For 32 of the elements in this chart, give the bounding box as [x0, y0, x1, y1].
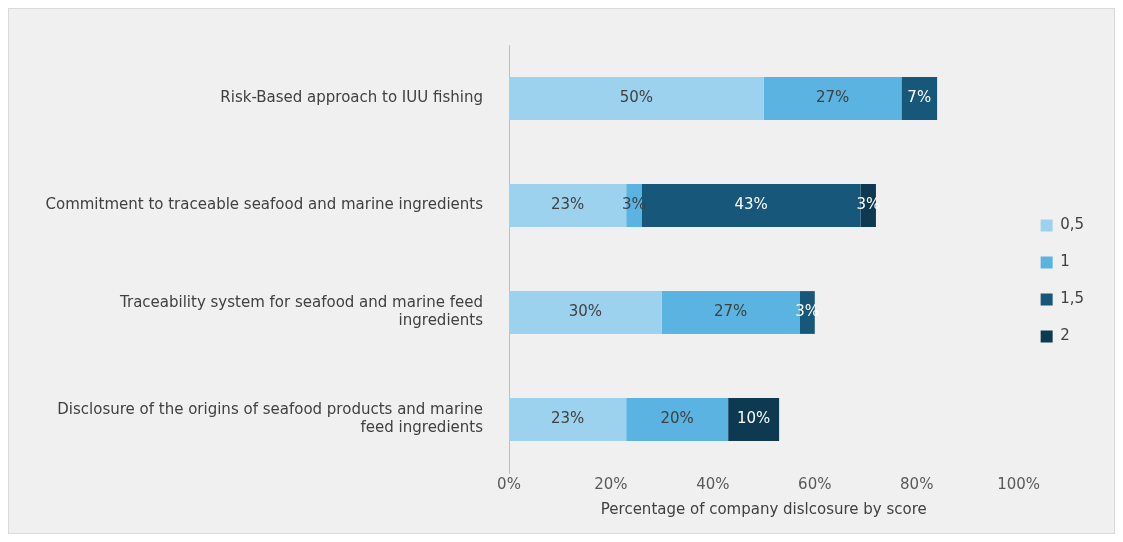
bar: [763, 77, 902, 120]
bar: [509, 291, 662, 334]
data-label: 20%: [660, 409, 694, 428]
bar: [509, 398, 627, 441]
data-label: 50%: [619, 88, 654, 107]
y-tick-label: Disclosure of the origins of seafood products and marine feed ingredients: [57, 400, 484, 437]
x-tick-label: 100%: [997, 474, 1041, 493]
y-tick-label: Risk-Based approach to IUU fishing: [220, 88, 483, 107]
bar: [901, 77, 938, 120]
x-tick-label: 0%: [497, 474, 521, 493]
y-tick-label: Traceability system for seafood and marine feed ingredients: [119, 293, 484, 330]
y-tick-label: Commitment to traceable seafood and marine ingredients: [45, 195, 484, 214]
legend-label: 0,5: [1060, 215, 1084, 234]
legend-label: 1,5: [1060, 289, 1084, 308]
data-label: 27%: [714, 302, 748, 321]
data-label: 10%: [736, 409, 771, 428]
bar: [509, 77, 764, 120]
data-label: 43%: [734, 195, 768, 214]
bar: [728, 398, 780, 441]
data-label: 30%: [568, 302, 603, 321]
data-label: 23%: [550, 195, 585, 214]
x-tick-label: 60%: [798, 474, 832, 493]
legend-label: 1: [1060, 252, 1070, 271]
x-axis-title: Percentage of company dislcosure by score: [600, 499, 927, 518]
legend-label: 2: [1060, 326, 1070, 345]
data-label: 23%: [550, 409, 585, 428]
x-tick-label: 20%: [594, 474, 628, 493]
x-tick-label: 80%: [900, 474, 934, 493]
data-label: 27%: [815, 88, 850, 107]
data-label: 7%: [907, 88, 932, 107]
bar: [626, 398, 729, 441]
x-tick-label: 40%: [696, 474, 730, 493]
